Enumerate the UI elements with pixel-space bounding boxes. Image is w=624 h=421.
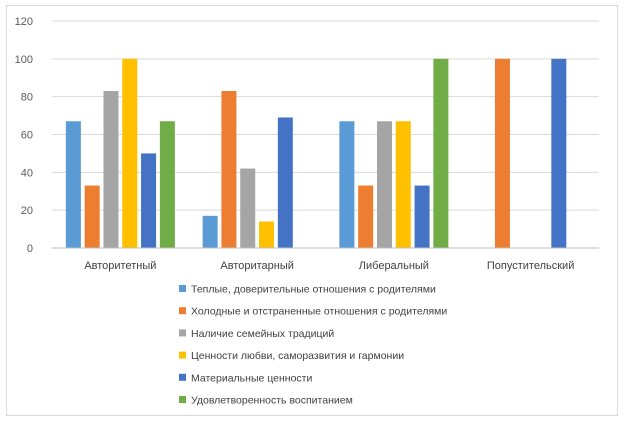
legend-label: Удовлетворенность воспитанием — [191, 395, 353, 407]
bar — [339, 121, 355, 248]
bar — [395, 121, 411, 248]
x-tick-label: Авторитетный — [84, 260, 156, 272]
bar — [494, 58, 510, 249]
bar — [65, 121, 81, 248]
bar — [433, 58, 449, 249]
legend-swatch — [179, 396, 186, 403]
bar — [240, 168, 256, 248]
legend-label: Наличие семейных традиций — [191, 328, 334, 340]
legend-swatch — [179, 351, 186, 359]
y-tick-label: 100 — [15, 54, 33, 66]
legend-label: Теплые, доверительные отношения с родите… — [191, 284, 436, 296]
legend-swatch — [179, 329, 186, 337]
bar-chart: 0 20 40 60 80 100 120 Авторитетный Авторитарный… — [15, 16, 599, 407]
legend-swatch — [179, 307, 186, 315]
y-tick-label: 60 — [21, 130, 33, 142]
bar — [141, 153, 157, 248]
legend: Теплые, доверительные отношения с родите… — [179, 284, 447, 407]
legend-label: Ценности любви, саморазвития и гармонии — [191, 350, 404, 362]
bar — [551, 58, 567, 249]
legend-label: Холодные и отстраненные отношения с роди… — [191, 306, 447, 318]
bars — [65, 58, 567, 249]
bar — [221, 90, 237, 248]
x-tick-label: Авторитарный — [220, 260, 294, 272]
y-tick-label: 80 — [21, 92, 33, 104]
bar — [358, 185, 374, 248]
x-tick-label: Попустительский — [487, 260, 574, 272]
bar — [277, 117, 293, 248]
legend-swatch — [179, 373, 186, 381]
y-axis-ticks: 0 20 40 60 80 100 120 — [15, 16, 33, 255]
bar — [259, 221, 275, 248]
x-axis-ticks: Авторитетный Авторитарный Либеральный Попус… — [84, 260, 574, 272]
chart-area: 0 20 40 60 80 100 120 Авторитетный Авторитарный… — [6, 5, 618, 416]
bar — [103, 90, 119, 248]
y-tick-label: 0 — [27, 243, 33, 255]
y-tick-label: 40 — [21, 167, 33, 179]
bar — [159, 121, 175, 248]
bar — [414, 185, 430, 248]
x-tick-label: Либеральный — [359, 260, 429, 272]
bar — [202, 215, 218, 248]
y-tick-label: 120 — [15, 16, 33, 28]
legend-swatch — [179, 285, 186, 292]
legend-label: Материальные ценности — [191, 372, 312, 384]
y-tick-label: 20 — [21, 205, 33, 217]
bar — [376, 121, 392, 248]
bar — [122, 58, 138, 249]
bar — [84, 185, 100, 248]
